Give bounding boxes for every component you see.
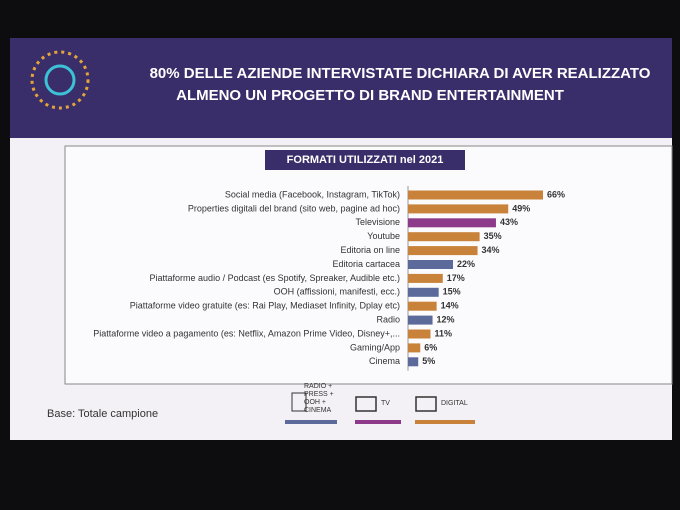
title-line: ALMENO UN PROGETTO DI BRAND ENTERTAINMEN… — [176, 87, 564, 104]
subtitle: FORMATI UTILIZZATI nel 2021 — [287, 154, 444, 166]
value-label: 66% — [547, 189, 565, 199]
category-label: Editoria cartacea — [332, 259, 400, 269]
bar — [408, 287, 439, 297]
legend-icon — [415, 396, 437, 412]
value-label: 15% — [443, 287, 461, 297]
value-label: 22% — [457, 259, 475, 269]
value-label: 11% — [435, 328, 453, 338]
bar — [408, 301, 437, 311]
category-label: Youtube — [367, 231, 400, 241]
legend-icon — [355, 396, 377, 412]
value-label: 12% — [437, 314, 455, 324]
category-label: Piattaforme video gratuite (es: Rai Play… — [130, 301, 400, 311]
logo-decoration — [44, 64, 76, 96]
value-label: 5% — [422, 356, 435, 366]
legend-swatch — [415, 420, 475, 424]
value-label: 14% — [441, 301, 459, 311]
legend-label: RADIO + PRESS + OOH + CINEMA — [304, 383, 334, 414]
legend-swatch — [355, 420, 401, 424]
bar — [408, 329, 431, 339]
bar — [408, 232, 480, 242]
bar — [408, 343, 421, 353]
legend-swatch — [285, 420, 337, 424]
value-label: 34% — [482, 245, 500, 255]
subtitle-box — [265, 150, 465, 170]
bar — [408, 357, 419, 367]
bar — [408, 246, 478, 256]
value-label: 49% — [512, 203, 530, 213]
bar — [408, 218, 496, 228]
logo-decoration — [30, 50, 90, 110]
category-label: Piattaforme video a pagamento (es: Netfl… — [93, 328, 400, 338]
category-label: Editoria on line — [340, 245, 400, 255]
category-label: OOH (affissioni, manifesti, ecc.) — [274, 287, 400, 297]
category-label: Social media (Facebook, Instagram, TikTo… — [225, 189, 400, 199]
category-label: Cinema — [369, 356, 400, 366]
bar — [408, 190, 543, 200]
category-label: Properties digitali del brand (sito web,… — [188, 203, 400, 213]
bar — [408, 260, 453, 269]
value-label: 6% — [424, 342, 437, 352]
category-label: Piattaforme audio / Podcast (es Spotify,… — [150, 273, 400, 283]
bar — [408, 204, 509, 214]
value-label: 43% — [500, 217, 518, 227]
footnote: Base: Totale campione — [47, 408, 158, 420]
legend-label: TV — [381, 400, 390, 407]
legend-icon — [291, 392, 307, 412]
category-label: Radio — [376, 314, 400, 324]
legend-label: DIGITAL — [441, 400, 468, 407]
category-label: Gaming/App — [350, 342, 400, 352]
category-label: Televisione — [355, 217, 400, 227]
bar — [408, 273, 443, 283]
title-line: 80% DELLE AZIENDE INTERVISTATE DICHIARA … — [150, 65, 651, 82]
value-label: 35% — [484, 231, 502, 241]
chart-frame — [64, 145, 673, 385]
header-band — [10, 38, 672, 138]
bar — [408, 315, 433, 325]
value-label: 17% — [447, 273, 465, 283]
